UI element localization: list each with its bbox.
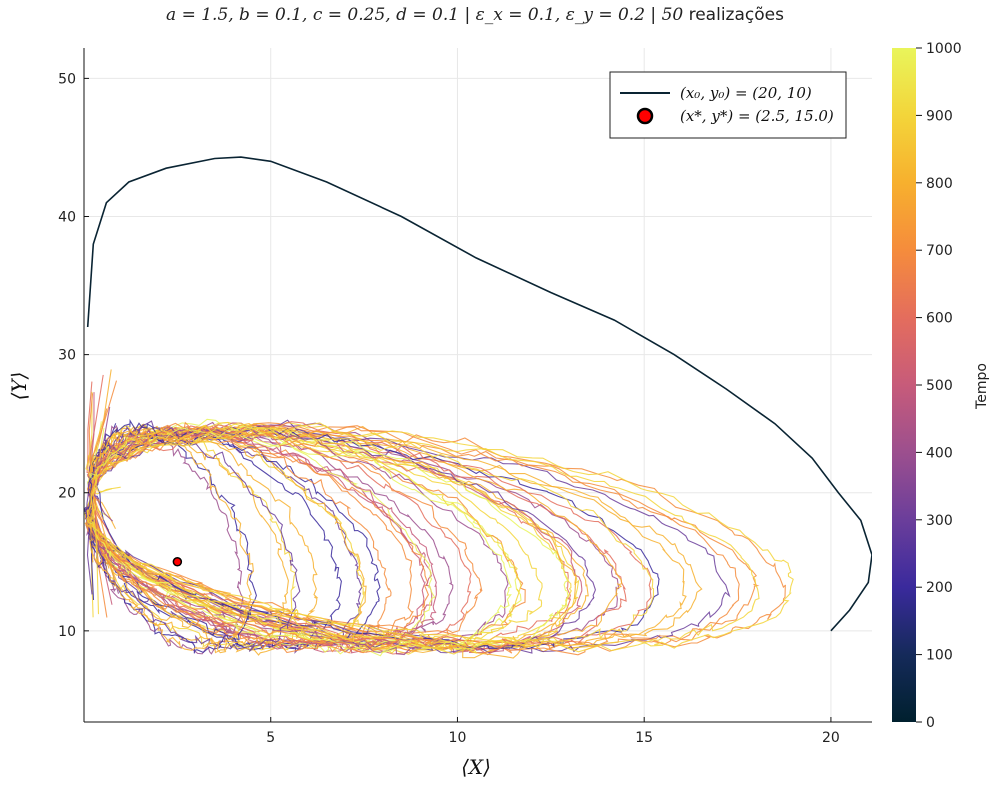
x-tick-labels: 5 10 15 20: [266, 730, 840, 746]
mean-trajectory: [86, 156, 872, 632]
realization-line: [90, 422, 787, 652]
colorbar-ticks: 0 100 200 300 400 500 600 700 800 900 1000: [916, 41, 962, 731]
colorbar-label: Tempo: [974, 363, 990, 410]
realization-line: [85, 374, 627, 652]
colorbar-tick-label: 200: [926, 580, 953, 596]
realization-line: [87, 421, 760, 653]
realization-line: [84, 418, 257, 654]
legend-label-equilibrium: (x*, y*) = (2.5, 15.0): [680, 107, 834, 125]
y-tick-label: 30: [58, 348, 76, 364]
legend: (x₀, y₀) = (20, 10) (x*, y*) = (2.5, 15.…: [609, 71, 847, 139]
realization-line: [85, 369, 254, 654]
x-axis-label: ⟨X⟩: [461, 755, 491, 779]
legend-label-initial: (x₀, y₀) = (20, 10): [680, 84, 812, 102]
equilibrium-layer: [172, 557, 183, 567]
title-params: a = 1.5, b = 0.1, c = 0.25, d = 0.1: [166, 5, 459, 25]
realization-line: [87, 424, 655, 655]
colorbar-tick-label: 800: [926, 176, 953, 192]
colorbar-gradient: [892, 48, 916, 722]
realization-trajectories: [84, 369, 794, 659]
colorbar-tick-label: 0: [926, 715, 935, 731]
colorbar-tick-label: 600: [926, 311, 953, 327]
colorbar-tick-label: 500: [926, 378, 953, 394]
colorbar: 0 100 200 300 400 500 600 700 800 900 1000 Tempo: [892, 41, 990, 731]
realization-line: [87, 422, 794, 651]
realization-line: [86, 426, 437, 654]
x-tick-label: 20: [822, 730, 840, 746]
svg-text:a = 1.5, b = 0.1, c = 0.25,: a = 1.5, b = 0.1, c = 0.25, d = 0.1 | ε_…: [166, 5, 784, 25]
equilibrium-point: [172, 557, 183, 567]
y-tick-label: 40: [58, 210, 76, 226]
y-tick-label: 10: [58, 624, 76, 640]
realization-line: [85, 424, 414, 654]
x-tick-label: 5: [266, 730, 275, 746]
chart-title: a = 1.5, b = 0.1, c = 0.25, d = 0.1 | ε_…: [166, 5, 784, 25]
colorbar-tick-label: 1000: [926, 41, 962, 57]
colorbar-tick-label: 300: [926, 513, 953, 529]
y-tick-label: 20: [58, 486, 76, 502]
realization-line: [90, 423, 589, 654]
realization-line: [86, 424, 244, 655]
plot-axes: [83, 48, 872, 723]
colorbar-tick-label: 900: [926, 108, 953, 124]
title-count: 50: [662, 5, 684, 25]
y-tick-label: 50: [58, 71, 76, 87]
realization-line: [85, 421, 652, 656]
y-tick-labels: 10 20 30 40 50: [58, 71, 76, 639]
colorbar-tick-label: 400: [926, 445, 953, 461]
realization-line: [86, 381, 572, 655]
realization-line: [85, 380, 483, 653]
colorbar-tick-label: 700: [926, 243, 953, 259]
realization-line: [85, 420, 301, 652]
legend-marker-swatch: [636, 107, 654, 125]
y-axis-label: ⟨Y⟩: [7, 372, 31, 401]
realization-line: [86, 421, 512, 657]
x-tick-label: 10: [449, 730, 467, 746]
x-tick-label: 15: [635, 730, 653, 746]
realization-line: [84, 406, 509, 656]
title-suffix: realizações: [689, 5, 784, 25]
title-noise: ε_x = 0.1, ε_y = 0.2: [476, 5, 645, 25]
legend-box: [609, 71, 847, 139]
colorbar-tick-label: 100: [926, 648, 953, 664]
series-line-initial-condition: [86, 156, 872, 632]
realization-line: [85, 425, 289, 654]
